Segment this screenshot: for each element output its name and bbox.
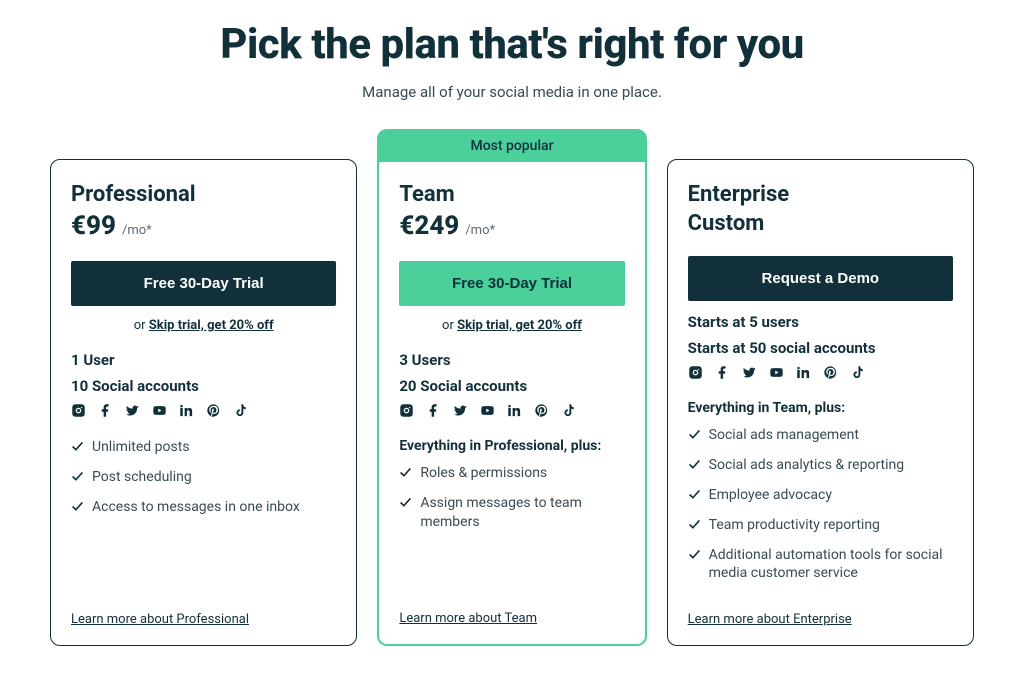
plan-period: /mo*: [122, 223, 152, 238]
feature-item: Social ads management: [688, 426, 953, 447]
plan-price: €99: [71, 211, 116, 241]
alt-cta: or Skip trial, get 20% off: [71, 318, 336, 333]
youtube-icon: [769, 365, 784, 384]
plan-card-team: Most popular Team €249/mo* Free 30-Day Tria…: [377, 129, 646, 646]
tiktok-icon: [233, 403, 248, 422]
check-icon: [688, 488, 701, 507]
check-icon: [688, 518, 701, 537]
pinterest-icon: [823, 365, 838, 384]
facebook-icon: [98, 403, 113, 422]
plan-card-enterprise: Enterprise Custom Request a Demo Starts at …: [667, 159, 974, 646]
plan-spec: 20 Social accounts: [399, 377, 624, 395]
feature-item: Roles & permissions: [399, 464, 624, 485]
popular-badge: Most popular: [378, 130, 645, 162]
feature-item: Assign messages to team members: [399, 494, 624, 532]
check-icon: [399, 466, 412, 485]
learn-more-link[interactable]: Learn more about Enterprise: [688, 612, 953, 627]
social-icons-row: [399, 403, 624, 422]
plan-spec: 1 User: [71, 351, 336, 369]
learn-more-link[interactable]: Learn more about Professional: [71, 612, 336, 627]
feature-item: Team productivity reporting: [688, 516, 953, 537]
instagram-icon: [688, 365, 703, 384]
linkedin-icon: [179, 403, 194, 422]
plan-name: Professional: [71, 182, 336, 207]
facebook-icon: [715, 365, 730, 384]
feature-item: Unlimited posts: [71, 438, 336, 459]
plan-price: €249: [399, 211, 459, 241]
twitter-icon: [742, 365, 757, 384]
twitter-icon: [125, 403, 140, 422]
instagram-icon: [71, 403, 86, 422]
plan-period: /mo*: [465, 223, 495, 238]
check-icon: [71, 470, 84, 489]
pinterest-icon: [206, 403, 221, 422]
page-subtitle: Manage all of your social media in one p…: [50, 83, 974, 101]
check-icon: [399, 496, 412, 515]
check-icon: [688, 458, 701, 477]
twitter-icon: [453, 403, 468, 422]
plan-spec: Starts at 50 social accounts: [688, 339, 953, 357]
plus-heading: Everything in Team, plus:: [688, 400, 953, 416]
plan-spec: Starts at 5 users: [688, 313, 953, 331]
tiktok-icon: [850, 365, 865, 384]
alt-cta: or Skip trial, get 20% off: [399, 318, 624, 333]
social-icons-row: [71, 403, 336, 422]
facebook-icon: [426, 403, 441, 422]
plan-card-professional: Professional €99/mo* Free 30-Day Trial or S…: [50, 159, 357, 646]
plan-name: Enterprise: [688, 182, 953, 207]
skip-trial-link[interactable]: Skip trial, get 20% off: [457, 318, 582, 333]
pricing-plans-container: Professional €99/mo* Free 30-Day Trial or S…: [50, 129, 974, 646]
check-icon: [688, 428, 701, 447]
tiktok-icon: [561, 403, 576, 422]
cta-button[interactable]: Free 30-Day Trial: [399, 261, 624, 306]
plan-spec: 3 Users: [399, 351, 624, 369]
feature-item: Social ads analytics & reporting: [688, 456, 953, 477]
linkedin-icon: [507, 403, 522, 422]
youtube-icon: [480, 403, 495, 422]
page-title: Pick the plan that's right for you: [50, 20, 974, 69]
instagram-icon: [399, 403, 414, 422]
feature-item: Access to messages in one inbox: [71, 498, 336, 519]
skip-trial-link[interactable]: Skip trial, get 20% off: [149, 318, 274, 333]
feature-item: Employee advocacy: [688, 486, 953, 507]
linkedin-icon: [796, 365, 811, 384]
check-icon: [71, 500, 84, 519]
check-icon: [71, 440, 84, 459]
plan-name: Team: [399, 182, 624, 207]
learn-more-link[interactable]: Learn more about Team: [399, 611, 624, 626]
plan-price: Custom: [688, 211, 953, 236]
feature-item: Post scheduling: [71, 468, 336, 489]
plan-spec: 10 Social accounts: [71, 377, 336, 395]
cta-button[interactable]: Free 30-Day Trial: [71, 261, 336, 306]
check-icon: [688, 548, 701, 567]
youtube-icon: [152, 403, 167, 422]
feature-item: Additional automation tools for social m…: [688, 546, 953, 584]
social-icons-row: [688, 365, 953, 384]
cta-button[interactable]: Request a Demo: [688, 256, 953, 301]
pinterest-icon: [534, 403, 549, 422]
plus-heading: Everything in Professional, plus:: [399, 438, 624, 454]
